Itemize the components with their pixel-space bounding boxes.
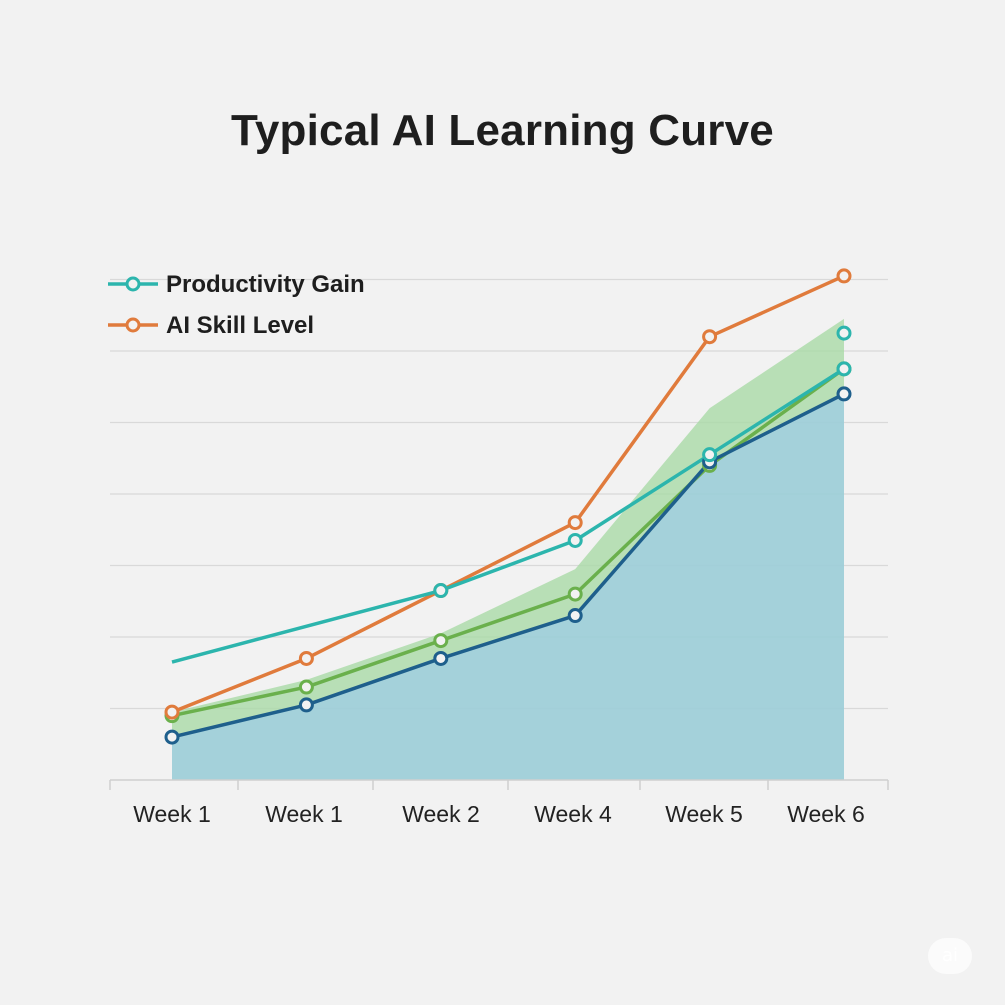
x-tick-label: Week 1 <box>265 801 343 827</box>
area-shape <box>172 393 844 780</box>
area-fill <box>172 393 844 780</box>
series-line <box>171 392 845 739</box>
x-tick-label: Week 6 <box>787 801 865 827</box>
legend-marker <box>125 317 141 333</box>
x-axis: Week 1 Week 1 Week 2 Week 4 Week 5 Week 6 <box>109 779 889 827</box>
legend-label: AI Skill Level <box>166 312 314 339</box>
data-point <box>433 650 449 666</box>
data-point <box>567 532 583 548</box>
data-point <box>836 268 852 284</box>
data-point <box>298 697 314 713</box>
series-markers <box>164 268 852 745</box>
data-point <box>164 729 180 745</box>
series-line <box>171 274 845 714</box>
data-point <box>298 679 314 695</box>
x-tick-label: Week 2 <box>402 801 480 827</box>
data-point <box>164 704 180 720</box>
data-point <box>433 583 449 599</box>
data-point <box>298 650 314 666</box>
data-point <box>567 515 583 531</box>
data-point <box>702 447 718 463</box>
legend: Productivity Gain AI Skill Level <box>108 271 365 339</box>
x-tick-label: Week 4 <box>534 801 612 827</box>
data-point <box>702 329 718 345</box>
data-point <box>836 386 852 402</box>
data-point <box>433 633 449 649</box>
watermark-badge: ai <box>928 938 972 974</box>
data-point <box>836 325 852 341</box>
x-tick-label: Week 1 <box>133 801 211 827</box>
data-point <box>836 361 852 377</box>
legend-label: Productivity Gain <box>166 271 365 298</box>
chart-title: Typical AI Learning Curve <box>231 106 774 155</box>
data-point <box>567 608 583 624</box>
legend-marker <box>125 276 141 292</box>
x-tick-label: Week 5 <box>665 801 743 827</box>
data-point <box>567 586 583 602</box>
